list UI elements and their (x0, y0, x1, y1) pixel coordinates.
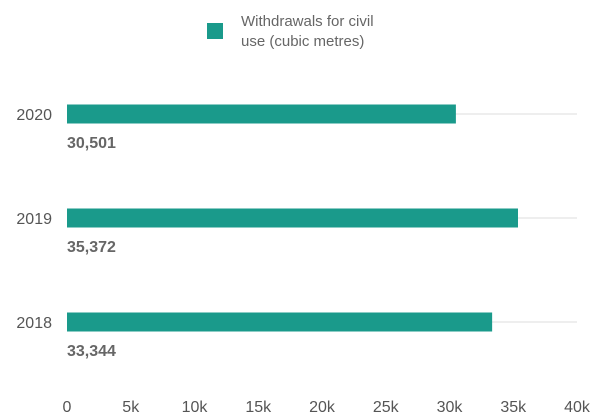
x-tick-label: 10k (182, 399, 209, 415)
x-tick-label: 40k (564, 399, 591, 415)
category-label: 2018 (16, 315, 52, 332)
legend: Withdrawals for civil use (cubic metres) (207, 12, 401, 52)
x-tick-label: 35k (500, 399, 527, 415)
category-label: 2020 (16, 107, 52, 124)
data-label: 35,372 (67, 239, 116, 256)
bar (67, 208, 518, 228)
data-label: 33,344 (67, 343, 116, 360)
x-tick-label: 0 (63, 399, 72, 415)
bar (67, 104, 456, 124)
x-tick-label: 15k (245, 399, 272, 415)
x-tick-label: 30k (437, 399, 464, 415)
bar (67, 312, 493, 332)
legend-swatch (207, 23, 223, 39)
legend-label: Withdrawals for civil use (cubic metres) (241, 13, 374, 50)
category-label: 2019 (16, 211, 52, 228)
data-label: 30,501 (67, 135, 116, 152)
x-tick-label: 25k (373, 399, 400, 415)
x-tick-label: 5k (122, 399, 140, 415)
x-tick-label: 20k (309, 399, 336, 415)
